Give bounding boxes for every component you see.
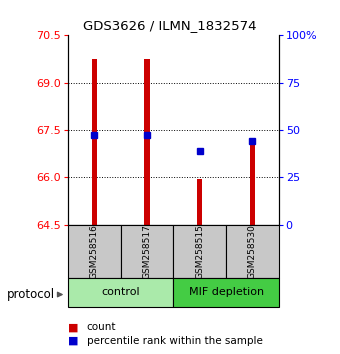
Text: control: control (101, 287, 140, 297)
Text: GSM258516: GSM258516 (90, 224, 99, 279)
Bar (226, 225, 279, 278)
Bar (197, 179, 202, 225)
Text: protocol: protocol (7, 288, 55, 301)
Text: GSM258530: GSM258530 (248, 224, 257, 279)
Text: ■: ■ (68, 336, 79, 346)
Text: count: count (87, 322, 116, 332)
Bar (68, 225, 121, 278)
Bar (144, 59, 150, 225)
Text: GDS3626 / ILMN_1832574: GDS3626 / ILMN_1832574 (83, 19, 257, 33)
Bar (173, 225, 226, 278)
Text: GSM258517: GSM258517 (142, 224, 152, 279)
Text: MIF depletion: MIF depletion (189, 287, 264, 297)
Bar (250, 143, 255, 225)
Text: percentile rank within the sample: percentile rank within the sample (87, 336, 262, 346)
Text: ■: ■ (68, 322, 79, 332)
Bar (92, 59, 97, 225)
Bar (68, 278, 173, 307)
Bar (121, 225, 173, 278)
Bar (173, 278, 279, 307)
Text: GSM258515: GSM258515 (195, 224, 204, 279)
